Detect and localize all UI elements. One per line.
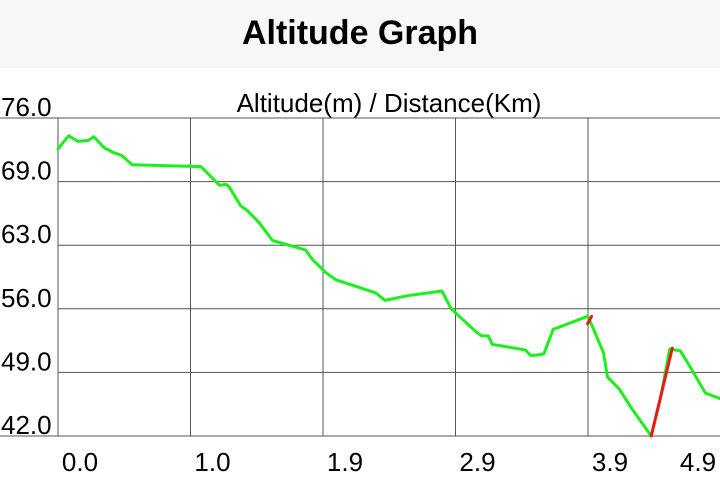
plot-area (58, 118, 720, 436)
x-tick-label: 1.9 (327, 447, 363, 477)
y-tick-labels: 76.0 69.0 63.0 56.0 49.0 42.0 (1, 92, 52, 440)
y-tick-label: 49.0 (1, 346, 52, 376)
y-tick-label: 56.0 (1, 283, 52, 313)
x-tick-label: 2.9 (459, 447, 495, 477)
x-tick-label: 0.0 (62, 447, 98, 477)
x-tick-label: 1.0 (194, 447, 230, 477)
page-title: Altitude Graph (241, 14, 479, 52)
x-tick-label: 4.9 (680, 447, 716, 477)
series-layer (56, 134, 720, 438)
steep-segment (649, 346, 674, 438)
y-tick-label: 76.0 (1, 92, 52, 122)
altitude-line (56, 134, 720, 438)
y-tick-label: 42.0 (1, 410, 52, 440)
app-header: Altitude Graph (0, 0, 720, 68)
grid-lines (0, 117, 720, 437)
y-tick-label: 63.0 (1, 219, 52, 249)
chart-title: Altitude(m) / Distance(Km) (237, 88, 542, 118)
x-tick-label: 3.9 (592, 447, 628, 477)
altitude-chart: 0.0 1.0 1.9 2.9 3.9 4.9 76.0 69.0 63.0 56.0 49.0 4… (0, 88, 720, 477)
steep-segment (586, 314, 594, 326)
y-tick-label: 69.0 (1, 156, 52, 186)
x-tick-labels: 0.0 1.0 1.9 2.9 3.9 4.9 (62, 447, 716, 477)
